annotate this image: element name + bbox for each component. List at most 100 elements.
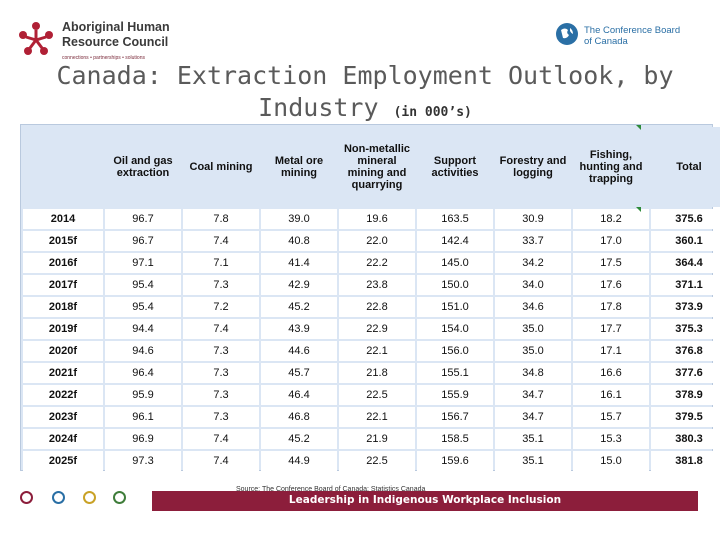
- value-cell: 155.9: [417, 385, 493, 405]
- value-cell: 7.3: [183, 341, 259, 361]
- value-cell: 17.1: [573, 341, 649, 361]
- value-cell: 22.8: [339, 297, 415, 317]
- value-cell: 95.9: [105, 385, 181, 405]
- value-cell: 22.2: [339, 253, 415, 273]
- year-cell: 2015f: [23, 231, 103, 251]
- table-header-row: Oil and gas extraction Coal mining Metal…: [23, 127, 720, 207]
- total-cell: 360.1: [651, 231, 720, 251]
- value-cell: 94.4: [105, 319, 181, 339]
- total-cell: 377.6: [651, 363, 720, 383]
- aboriginal-star-icon: [19, 22, 53, 55]
- value-cell: 23.8: [339, 275, 415, 295]
- ahrc-logo: Aboriginal Human Resource Council connec…: [16, 18, 170, 66]
- value-cell: 34.0: [495, 275, 571, 295]
- value-cell: 7.4: [183, 319, 259, 339]
- value-cell: 17.5: [573, 253, 649, 273]
- table-row: 2016f 97.1 7.1 41.4 22.2 145.0 34.2 17.5 364.4: [23, 253, 720, 273]
- value-cell: 163.5: [417, 209, 493, 229]
- value-cell: 96.7: [105, 231, 181, 251]
- value-cell: 95.4: [105, 275, 181, 295]
- value-cell: 97.3: [105, 451, 181, 471]
- conference-board-globe-icon: [556, 23, 578, 45]
- circle-icon: [52, 491, 65, 504]
- circle-icon: [113, 491, 126, 504]
- ahrc-name: Aboriginal Human Resource Council: [62, 20, 170, 49]
- value-cell: 159.6: [417, 451, 493, 471]
- title-unit: (in 000’s): [393, 105, 472, 120]
- value-cell: 7.2: [183, 297, 259, 317]
- value-cell: 19.6: [339, 209, 415, 229]
- value-cell: 46.4: [261, 385, 337, 405]
- value-cell: 41.4: [261, 253, 337, 273]
- header-cell: Oil and gas extraction: [105, 127, 181, 207]
- value-cell: 43.9: [261, 319, 337, 339]
- table-row: 2019f 94.4 7.4 43.9 22.9 154.0 35.0 17.7 375.3: [23, 319, 720, 339]
- value-cell: 39.0: [261, 209, 337, 229]
- value-cell: 22.9: [339, 319, 415, 339]
- year-cell: 2025f: [23, 451, 103, 471]
- value-cell: 156.7: [417, 407, 493, 427]
- year-cell: 2019f: [23, 319, 103, 339]
- source-note: Source: The Conference Board of Canada; …: [236, 486, 426, 493]
- year-cell: 2022f: [23, 385, 103, 405]
- value-cell: 96.7: [105, 209, 181, 229]
- value-cell: 7.8: [183, 209, 259, 229]
- value-cell: 35.1: [495, 429, 571, 449]
- corner-marker: [636, 207, 641, 212]
- employment-table: Oil and gas extraction Coal mining Metal…: [20, 124, 720, 471]
- table-body: 2014 96.7 7.8 39.0 19.6 163.5 30.9 18.2 375.6 201…: [23, 209, 720, 471]
- conference-board-name: The Conference Board of Canada: [584, 25, 681, 47]
- value-cell: 35.1: [495, 451, 571, 471]
- year-cell: 2023f: [23, 407, 103, 427]
- value-cell: 44.9: [261, 451, 337, 471]
- value-cell: 30.9: [495, 209, 571, 229]
- total-cell: 378.9: [651, 385, 720, 405]
- value-cell: 17.0: [573, 231, 649, 251]
- value-cell: 18.2: [573, 209, 649, 229]
- data-table: Oil and gas extraction Coal mining Metal…: [21, 125, 720, 473]
- year-cell: 2018f: [23, 297, 103, 317]
- value-cell: 33.7: [495, 231, 571, 251]
- value-cell: 158.5: [417, 429, 493, 449]
- value-cell: 145.0: [417, 253, 493, 273]
- table-row: 2021f 96.4 7.3 45.7 21.8 155.1 34.8 16.6 377.6: [23, 363, 720, 383]
- value-cell: 96.1: [105, 407, 181, 427]
- corner-marker: [636, 125, 641, 130]
- header-cell: Total: [651, 127, 720, 207]
- value-cell: 34.7: [495, 407, 571, 427]
- header-cell: Coal mining: [183, 127, 259, 207]
- total-cell: 371.1: [651, 275, 720, 295]
- value-cell: 40.8: [261, 231, 337, 251]
- header-cell: Forestry and logging: [495, 127, 571, 207]
- year-cell: 2024f: [23, 429, 103, 449]
- value-cell: 15.3: [573, 429, 649, 449]
- value-cell: 17.6: [573, 275, 649, 295]
- header-cell: Metal ore mining: [261, 127, 337, 207]
- value-cell: 44.6: [261, 341, 337, 361]
- year-cell: 2017f: [23, 275, 103, 295]
- value-cell: 45.2: [261, 429, 337, 449]
- value-cell: 34.6: [495, 297, 571, 317]
- value-cell: 150.0: [417, 275, 493, 295]
- value-cell: 7.1: [183, 253, 259, 273]
- year-cell: 2014: [23, 209, 103, 229]
- value-cell: 34.2: [495, 253, 571, 273]
- value-cell: 22.5: [339, 385, 415, 405]
- value-cell: 16.6: [573, 363, 649, 383]
- value-cell: 7.4: [183, 429, 259, 449]
- value-cell: 16.1: [573, 385, 649, 405]
- circle-icon: [20, 491, 33, 504]
- table-row: 2023f 96.1 7.3 46.8 22.1 156.7 34.7 15.7 379.5: [23, 407, 720, 427]
- value-cell: 15.7: [573, 407, 649, 427]
- value-cell: 45.7: [261, 363, 337, 383]
- value-cell: 96.4: [105, 363, 181, 383]
- total-cell: 373.9: [651, 297, 720, 317]
- year-cell: 2020f: [23, 341, 103, 361]
- table-row: 2017f 95.4 7.3 42.9 23.8 150.0 34.0 17.6 371.1: [23, 275, 720, 295]
- header-cell: [23, 127, 103, 207]
- value-cell: 21.8: [339, 363, 415, 383]
- value-cell: 21.9: [339, 429, 415, 449]
- value-cell: 7.3: [183, 363, 259, 383]
- value-cell: 154.0: [417, 319, 493, 339]
- page-title: Canada: Extraction Employment Outlook, b…: [40, 60, 690, 129]
